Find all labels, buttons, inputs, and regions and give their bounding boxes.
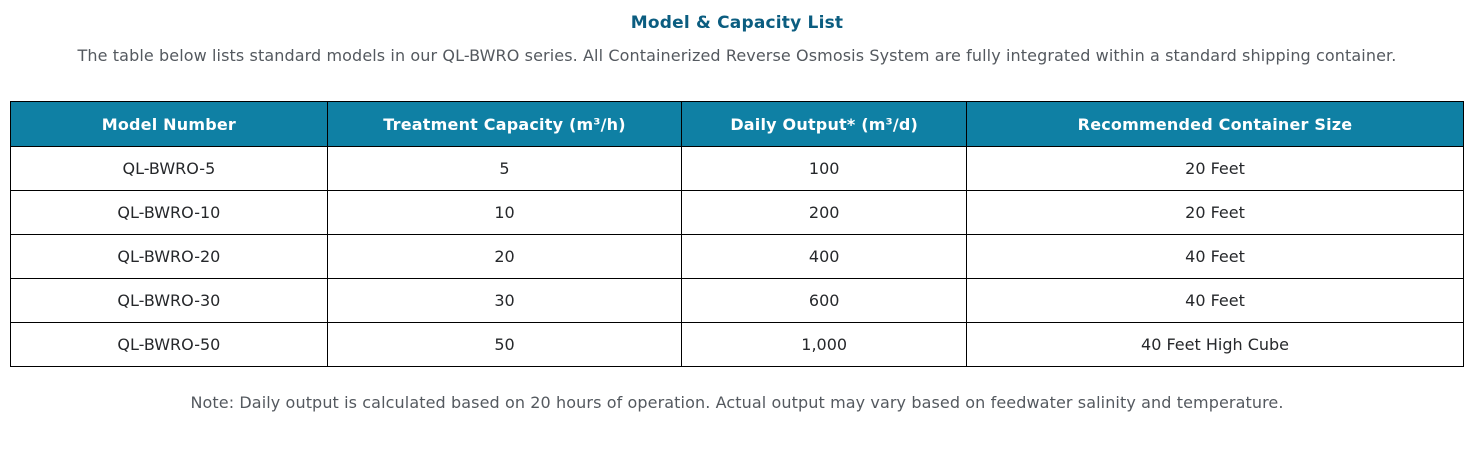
models-table: Model Number Treatment Capacity (m³/h) D… <box>10 101 1464 367</box>
column-header-treatment-capacity: Treatment Capacity (m³/h) <box>326 101 683 147</box>
table-row: QL-BWRO-10 10 200 20 Feet <box>10 190 1464 235</box>
table-cell-size: 40 Feet <box>966 278 1464 323</box>
table-cell-output: 400 <box>681 234 968 279</box>
table-cell-output: 1,000 <box>681 322 968 367</box>
table-cell-capacity: 5 <box>326 146 683 191</box>
table-cell-size: 40 Feet High Cube <box>966 322 1464 367</box>
table-row: QL-BWRO-5 5 100 20 Feet <box>10 146 1464 191</box>
table-cell-model: QL-BWRO-30 <box>10 278 328 323</box>
table-cell-output: 100 <box>681 146 968 191</box>
column-header-container-size: Recommended Container Size <box>966 101 1464 147</box>
page-title: Model & Capacity List <box>630 13 844 33</box>
table-cell-capacity: 20 <box>326 234 683 279</box>
column-header-daily-output: Daily Output* (m³/d) <box>681 101 968 147</box>
table-cell-capacity: 30 <box>326 278 683 323</box>
table-cell-size: 20 Feet <box>966 190 1464 235</box>
table-header-row: Model Number Treatment Capacity (m³/h) D… <box>10 101 1464 147</box>
table-cell-size: 20 Feet <box>966 146 1464 191</box>
page-subtitle: The table below lists standard models in… <box>77 46 1397 65</box>
note-text: Note: Daily output is calculated based o… <box>190 393 1284 412</box>
table-cell-model: QL-BWRO-10 <box>10 190 328 235</box>
table-row: QL-BWRO-30 30 600 40 Feet <box>10 278 1464 323</box>
table-cell-capacity: 50 <box>326 322 683 367</box>
table-row: QL-BWRO-20 20 400 40 Feet <box>10 234 1464 279</box>
table-cell-size: 40 Feet <box>966 234 1464 279</box>
column-header-model-number: Model Number <box>10 101 328 147</box>
table-cell-model: QL-BWRO-50 <box>10 322 328 367</box>
table-cell-model: QL-BWRO-20 <box>10 234 328 279</box>
table-cell-output: 200 <box>681 190 968 235</box>
table-row: QL-BWRO-50 50 1,000 40 Feet High Cube <box>10 322 1464 367</box>
table-cell-model: QL-BWRO-5 <box>10 146 328 191</box>
table-cell-capacity: 10 <box>326 190 683 235</box>
table-cell-output: 600 <box>681 278 968 323</box>
